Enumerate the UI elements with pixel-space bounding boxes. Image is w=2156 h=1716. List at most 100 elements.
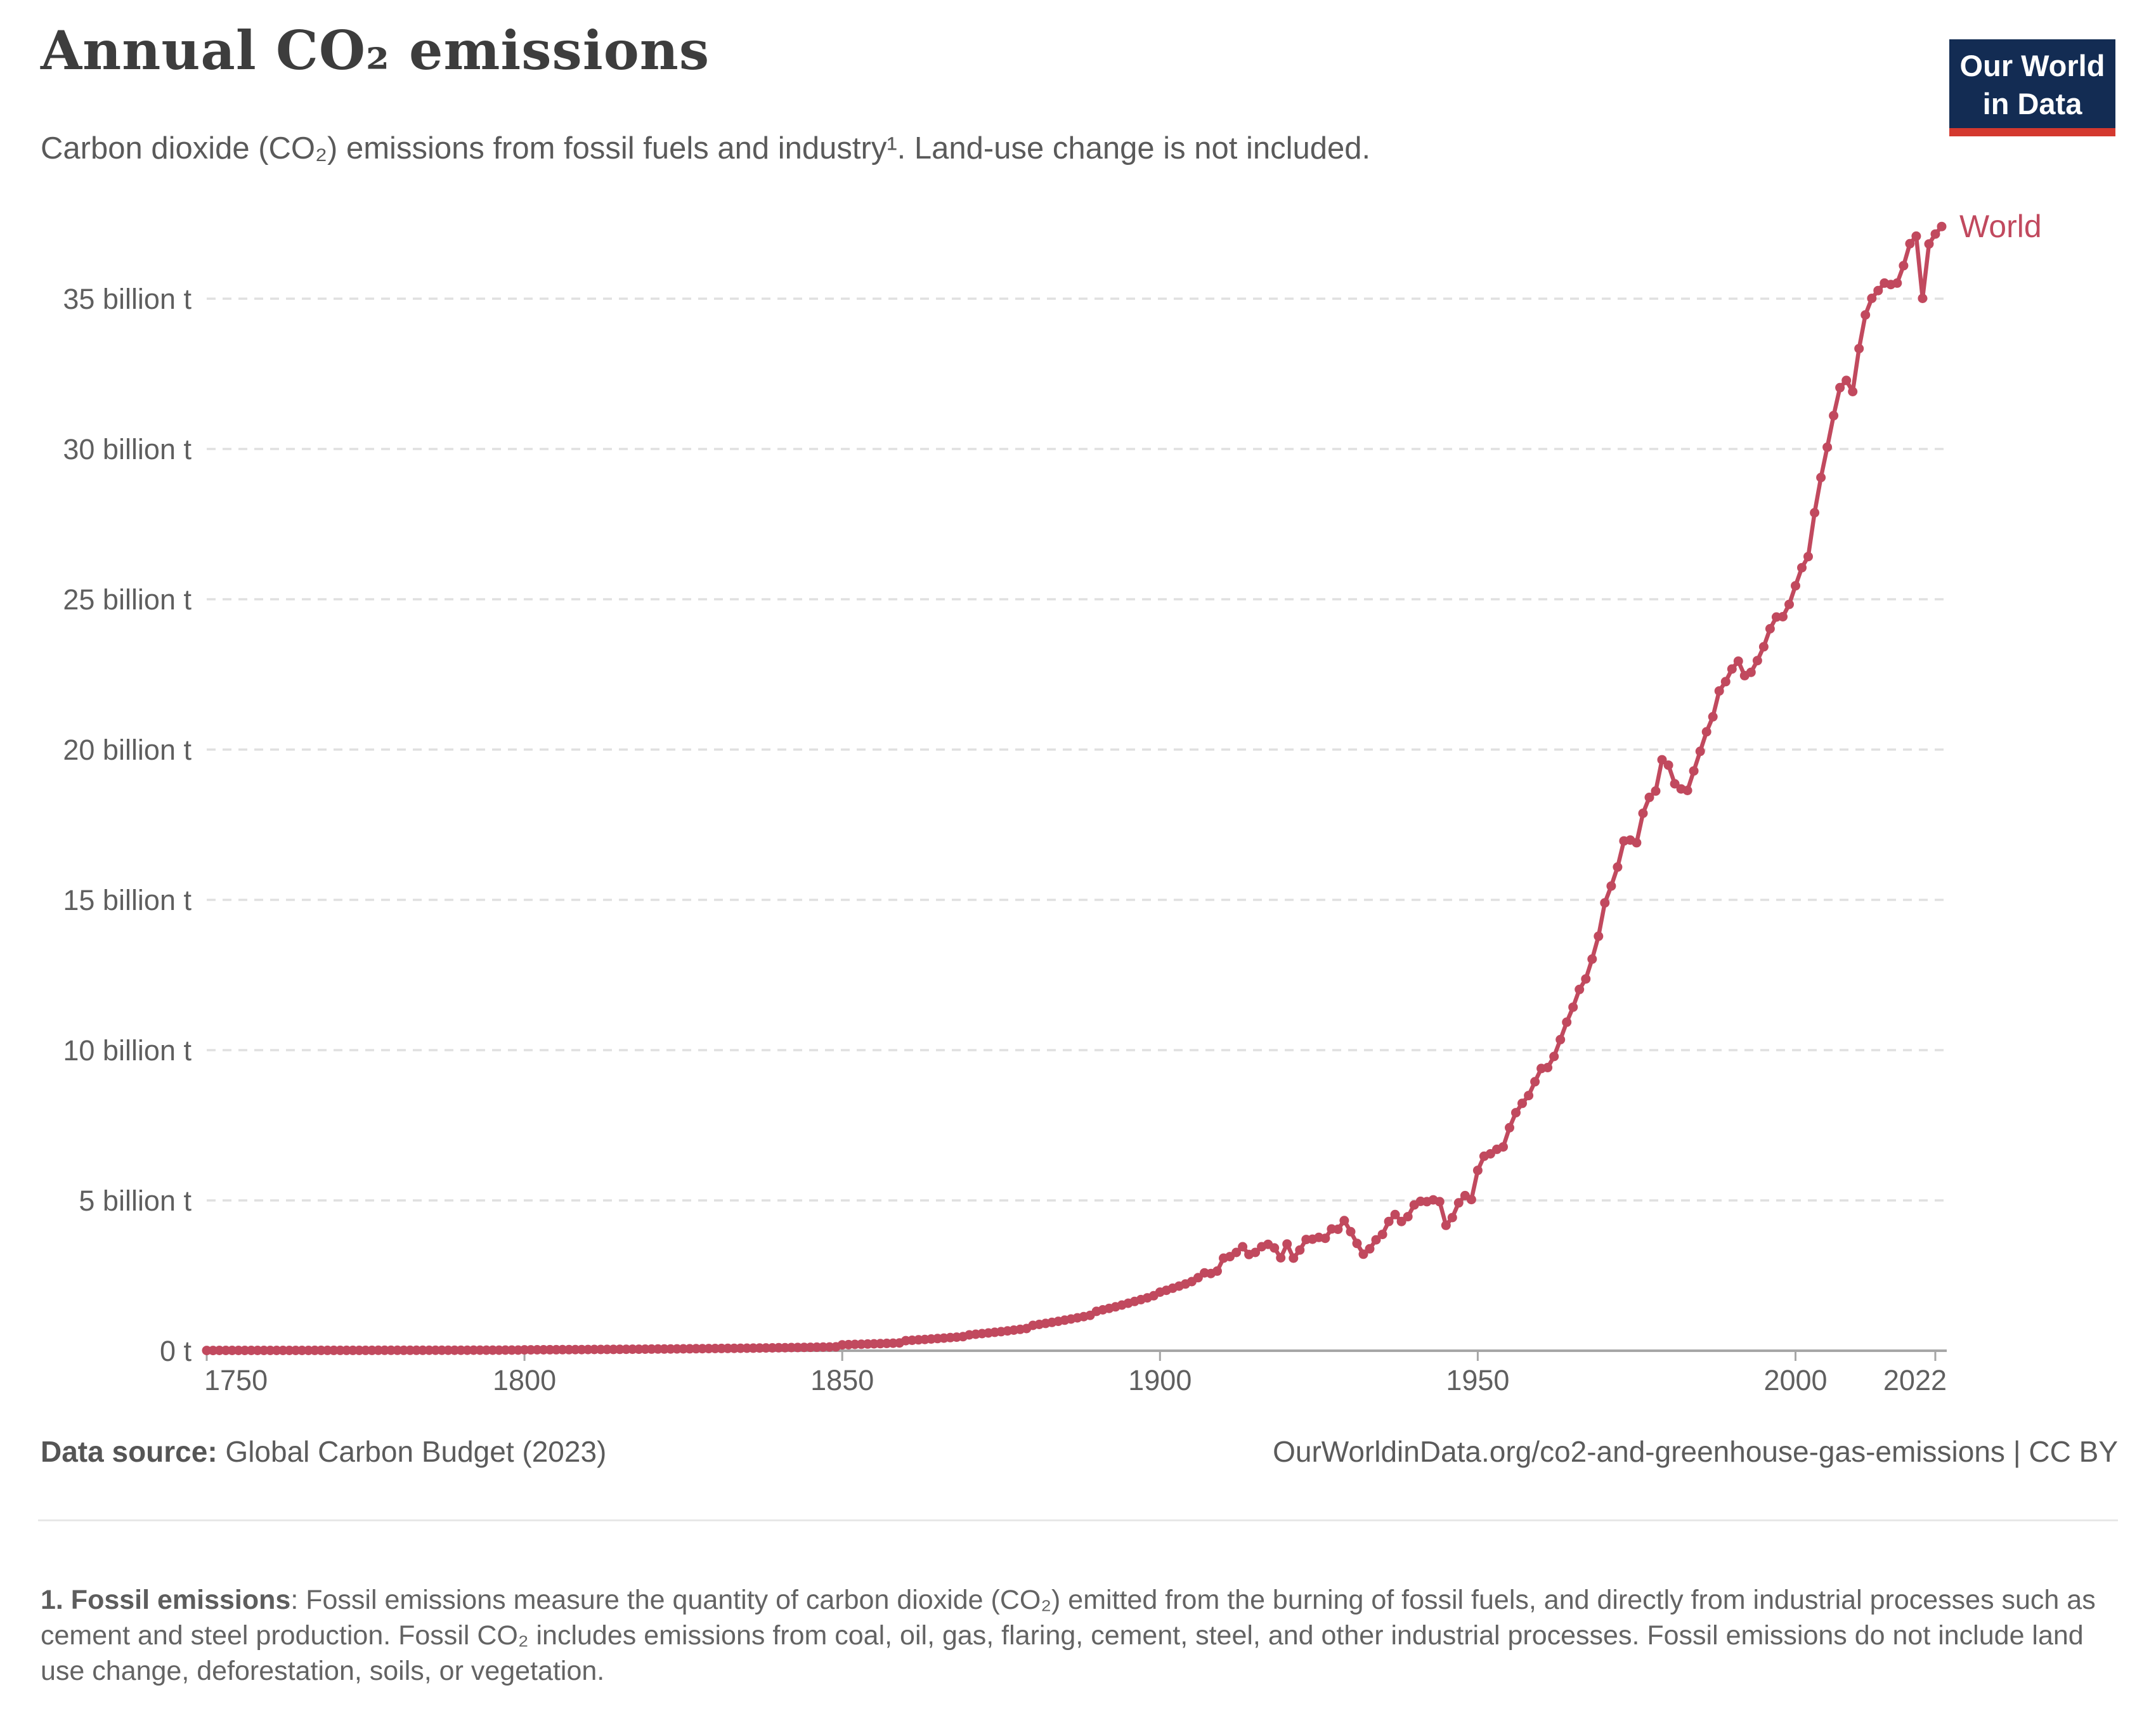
data-point-marker[interactable] bbox=[1663, 760, 1673, 770]
data-point-marker[interactable] bbox=[1250, 1247, 1261, 1258]
data-point-marker[interactable] bbox=[1727, 664, 1737, 674]
data-point-marker[interactable] bbox=[1530, 1077, 1540, 1087]
data-point-marker[interactable] bbox=[1472, 1166, 1483, 1176]
data-point-marker[interactable] bbox=[1758, 642, 1769, 652]
x-tick-label: 1750 bbox=[204, 1364, 268, 1396]
x-tick-label: 2022 bbox=[1883, 1364, 1947, 1396]
y-tick-label: 25 billion t bbox=[63, 583, 192, 616]
data-point-marker[interactable] bbox=[1517, 1098, 1527, 1108]
data-point-marker[interactable] bbox=[1911, 231, 1921, 241]
data-point-marker[interactable] bbox=[1784, 599, 1794, 609]
data-point-marker[interactable] bbox=[1752, 656, 1762, 666]
data-point-marker[interactable] bbox=[1918, 294, 1928, 303]
data-point-marker[interactable] bbox=[1282, 1239, 1292, 1249]
data-point-marker[interactable] bbox=[1733, 656, 1743, 666]
data-point-marker[interactable] bbox=[1841, 375, 1852, 386]
data-point-marker[interactable] bbox=[1892, 278, 1902, 288]
data-point-marker[interactable] bbox=[1524, 1091, 1534, 1101]
data-point-marker[interactable] bbox=[1346, 1226, 1356, 1237]
owid-logo[interactable]: Our World in Data bbox=[1949, 39, 2115, 136]
data-point-marker[interactable] bbox=[1434, 1197, 1445, 1207]
data-point-marker[interactable] bbox=[1930, 229, 1940, 239]
y-tick-label: 20 billion t bbox=[63, 734, 192, 766]
data-point-marker[interactable] bbox=[1594, 931, 1604, 941]
data-point-marker[interactable] bbox=[1765, 624, 1775, 634]
data-point-marker[interactable] bbox=[1352, 1238, 1362, 1249]
data-point-marker[interactable] bbox=[1638, 809, 1648, 818]
data-point-marker[interactable] bbox=[1791, 581, 1800, 591]
data-point-marker[interactable] bbox=[1746, 667, 1756, 677]
data-point-marker[interactable] bbox=[1371, 1235, 1381, 1245]
data-point-marker[interactable] bbox=[1613, 862, 1623, 872]
data-point-marker[interactable] bbox=[1682, 786, 1692, 795]
data-point-marker[interactable] bbox=[1320, 1233, 1330, 1244]
data-point-marker[interactable] bbox=[1720, 677, 1731, 687]
data-point-marker[interactable] bbox=[1708, 712, 1718, 722]
data-point-marker[interactable] bbox=[1810, 508, 1820, 517]
data-point-marker[interactable] bbox=[1657, 755, 1667, 765]
data-point-marker[interactable] bbox=[1689, 766, 1699, 776]
data-point-marker[interactable] bbox=[1587, 954, 1597, 964]
data-point-marker[interactable] bbox=[1670, 779, 1680, 789]
data-point-marker[interactable] bbox=[1848, 387, 1858, 396]
data-point-marker[interactable] bbox=[1339, 1216, 1349, 1226]
data-point-marker[interactable] bbox=[1644, 792, 1654, 802]
data-point-marker[interactable] bbox=[1505, 1122, 1514, 1133]
data-point-marker[interactable] bbox=[1606, 881, 1616, 891]
data-point-marker[interactable] bbox=[1358, 1249, 1368, 1259]
data-point-marker[interactable] bbox=[1549, 1051, 1559, 1062]
data-point-marker[interactable] bbox=[1899, 261, 1909, 271]
data-point-marker[interactable] bbox=[1816, 472, 1826, 483]
data-point-marker[interactable] bbox=[1403, 1212, 1413, 1222]
data-point-marker[interactable] bbox=[1854, 344, 1864, 354]
data-point-marker[interactable] bbox=[1333, 1225, 1343, 1234]
data-point-marker[interactable] bbox=[1924, 239, 1934, 249]
data-point-marker[interactable] bbox=[1289, 1253, 1299, 1263]
data-point-marker[interactable] bbox=[1632, 838, 1642, 848]
data-point-marker[interactable] bbox=[1651, 786, 1661, 796]
data-point-marker[interactable] bbox=[1231, 1247, 1242, 1258]
data-point-marker[interactable] bbox=[1797, 562, 1807, 573]
data-point-marker[interactable] bbox=[1905, 238, 1915, 249]
data-point-marker[interactable] bbox=[1453, 1198, 1464, 1208]
data-point-marker[interactable] bbox=[1873, 285, 1883, 296]
data-point-marker[interactable] bbox=[1441, 1220, 1451, 1230]
credit-link[interactable]: OurWorldinData.org/co2-and-greenhouse-ga… bbox=[1273, 1435, 2118, 1468]
data-source-label: Data source: bbox=[41, 1435, 218, 1468]
world-series-label[interactable]: World bbox=[1959, 209, 2042, 244]
data-point-marker[interactable] bbox=[1867, 294, 1877, 303]
data-point-marker[interactable] bbox=[1600, 898, 1610, 908]
data-point-marker[interactable] bbox=[1778, 612, 1788, 621]
data-point-marker[interactable] bbox=[1447, 1212, 1457, 1223]
data-point-marker[interactable] bbox=[1822, 442, 1833, 452]
data-point-marker[interactable] bbox=[1695, 746, 1705, 757]
data-point-marker[interactable] bbox=[1238, 1242, 1248, 1252]
data-point-marker[interactable] bbox=[1701, 727, 1711, 737]
data-point-marker[interactable] bbox=[1937, 221, 1947, 231]
data-point-marker[interactable] bbox=[1390, 1209, 1400, 1219]
data-point-marker[interactable] bbox=[1377, 1230, 1387, 1240]
data-point-marker[interactable] bbox=[1803, 552, 1813, 562]
footer-divider bbox=[38, 1519, 2118, 1521]
data-point-marker[interactable] bbox=[1384, 1216, 1394, 1226]
data-point-marker[interactable] bbox=[1568, 1002, 1578, 1012]
data-point-marker[interactable] bbox=[1511, 1108, 1521, 1118]
data-point-marker[interactable] bbox=[1295, 1245, 1305, 1255]
data-point-marker[interactable] bbox=[1270, 1243, 1280, 1253]
data-point-marker[interactable] bbox=[1212, 1266, 1222, 1276]
data-point-marker[interactable] bbox=[1714, 686, 1724, 696]
data-point-marker[interactable] bbox=[1555, 1034, 1566, 1044]
data-point-marker[interactable] bbox=[1498, 1142, 1508, 1152]
data-point-marker[interactable] bbox=[1365, 1244, 1375, 1254]
data-point-marker[interactable] bbox=[1575, 984, 1585, 994]
data-point-marker[interactable] bbox=[1276, 1253, 1286, 1263]
data-point-marker[interactable] bbox=[1861, 310, 1871, 320]
data-point-marker[interactable] bbox=[1581, 974, 1591, 984]
data-point-marker[interactable] bbox=[1466, 1195, 1476, 1205]
data-point-marker[interactable] bbox=[1835, 382, 1845, 393]
data-point-marker[interactable] bbox=[1543, 1063, 1553, 1072]
data-point-marker[interactable] bbox=[1562, 1017, 1572, 1027]
data-point-marker[interactable] bbox=[1829, 410, 1839, 420]
